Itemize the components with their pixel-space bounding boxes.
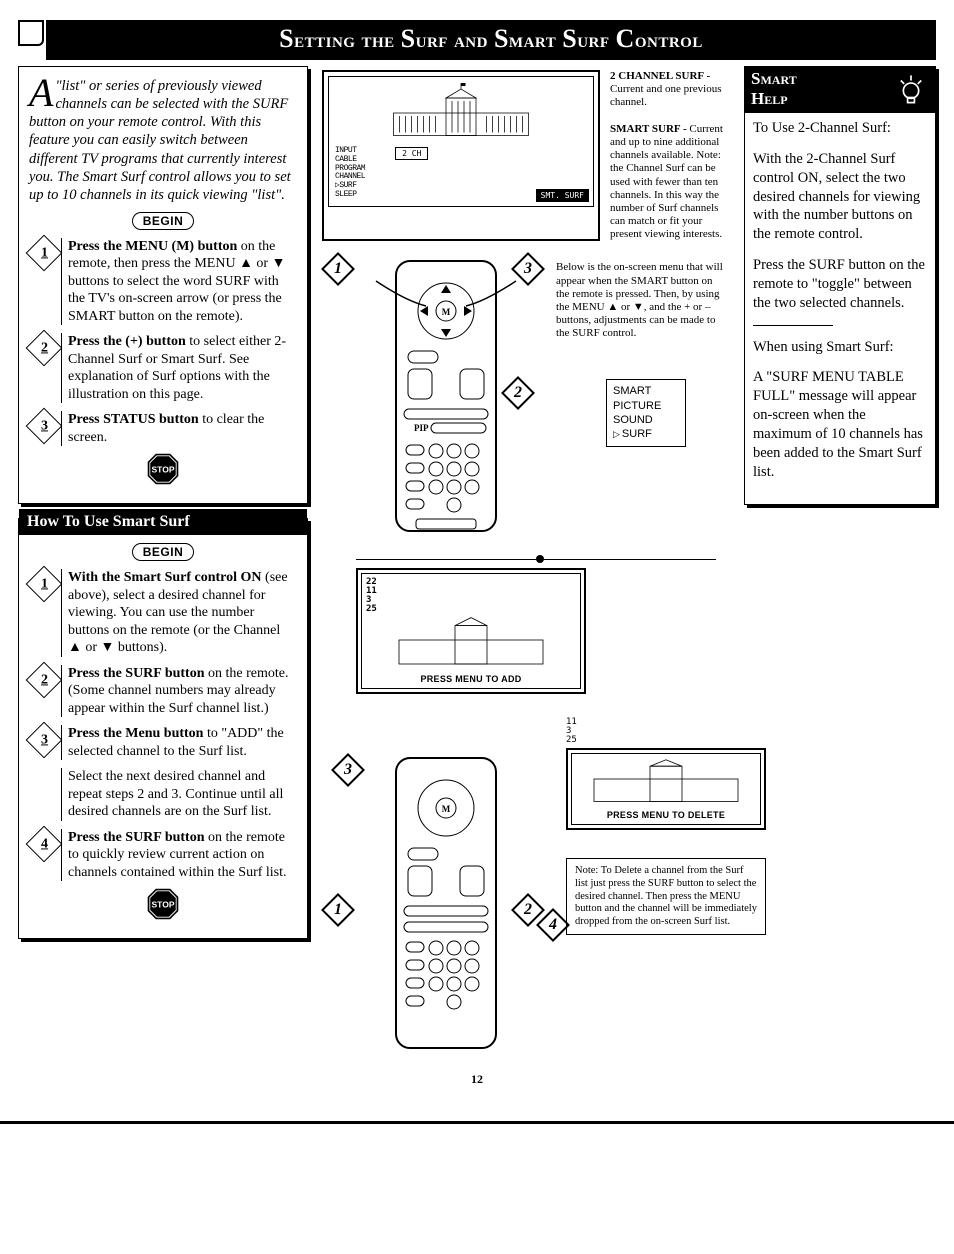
smart-surf-body: Current and up to nine additional channe… xyxy=(610,123,723,241)
surf-explanation: 2 CHANNEL SURF - Current and one previou… xyxy=(610,70,730,241)
smart-help-title-2: Help xyxy=(751,89,797,109)
step-body: Press STATUS button to clear the screen. xyxy=(61,411,297,446)
help-p2: With the 2-Channel Surf control ON, sele… xyxy=(753,150,927,244)
intro-text: A "list" or series of previously viewed … xyxy=(29,77,297,204)
add-label: PRESS MENU TO ADD xyxy=(366,674,576,684)
step-number-diamond: 1 xyxy=(26,566,63,603)
svg-text:PIP: PIP xyxy=(414,423,429,433)
help-p5: A "SURF MENU TABLE FULL" message will ap… xyxy=(753,368,927,481)
step-body: Press the MENU (M) button on the remote,… xyxy=(61,238,297,326)
two-ch-title: 2 CHANNEL SURF - xyxy=(610,70,710,82)
svg-text:STOP: STOP xyxy=(152,465,175,475)
delete-note: Note: To Delete a channel from the Surf … xyxy=(566,858,766,935)
remote-control-icon: M PIP xyxy=(356,251,536,541)
step: 2Press the SURF button on the remote. (S… xyxy=(29,665,297,718)
begin-pill-2: BEGIN xyxy=(132,543,195,561)
step-body: With the Smart Surf control ON (see abov… xyxy=(61,569,297,657)
two-ch-body: Current and one previous channel. xyxy=(610,83,722,108)
svg-text:STOP: STOP xyxy=(152,900,175,910)
step: 4Press the SURF button on the remote to … xyxy=(29,829,297,882)
intro-body: "list" or series of previously viewed ch… xyxy=(29,78,291,203)
intro-box: A "list" or series of previously viewed … xyxy=(18,66,308,504)
step: 1With the Smart Surf control ON (see abo… xyxy=(29,569,297,657)
whitehouse-icon xyxy=(586,758,746,808)
add-channel-list: 2211325 xyxy=(366,578,576,614)
divider xyxy=(753,325,833,326)
step-body: Press the Menu button to "ADD" the selec… xyxy=(61,725,297,760)
howto-box: How To Use Smart Surf BEGIN 1With the Sm… xyxy=(18,518,308,939)
callout-1: 1 xyxy=(321,252,355,286)
remote-illustration-1: 1 3 2 M xyxy=(316,251,736,551)
del-channel-float: 11325 xyxy=(566,718,577,745)
callout-4b: 4 xyxy=(536,908,570,942)
remote-control-icon: M xyxy=(356,748,536,1058)
step-body: Press the SURF button on the remote. (So… xyxy=(61,665,297,718)
step: 1Press the MENU (M) button on the remote… xyxy=(29,238,297,326)
osd-menu: INPUTCABLEPROGRAMCHANNEL▷SURFSLEEP xyxy=(335,147,365,200)
step-body: Press the (+) button to select either 2-… xyxy=(61,333,297,403)
tv-illustration-top: INPUTCABLEPROGRAMCHANNEL▷SURFSLEEP 2 CH … xyxy=(316,66,736,245)
stop-icon: STOP xyxy=(146,887,180,921)
step-body: Press the SURF button on the remote to q… xyxy=(61,829,297,882)
dropcap: A xyxy=(29,77,55,109)
svg-text:M: M xyxy=(442,804,451,814)
step-number-diamond: 3 xyxy=(26,722,63,759)
stop-icon: STOP xyxy=(146,452,180,486)
svg-text:M: M xyxy=(442,307,451,317)
add-tv-illustration: 2211325 PRESS MENU TO ADD xyxy=(316,568,736,748)
help-p1: To Use 2-Channel Surf: xyxy=(753,119,927,138)
step-number-diamond: 2 xyxy=(26,330,63,367)
del-label: PRESS MENU TO DELETE xyxy=(576,810,756,820)
help-p4: When using Smart Surf: xyxy=(753,338,927,357)
whitehouse-icon xyxy=(391,616,551,672)
osd-surf-mode: 2 CH xyxy=(395,147,428,160)
step-number-diamond: 3 xyxy=(26,408,63,445)
smart-help-title-1: Smart xyxy=(751,69,797,89)
lightbulb-icon xyxy=(893,72,929,106)
smart-menu-box: SMARTPICTURESOUNDSURF xyxy=(606,379,686,446)
callout-1b: 1 xyxy=(321,893,355,927)
page-title: Setting the Surf and Smart Surf Control xyxy=(46,20,936,60)
begin-pill: BEGIN xyxy=(132,212,195,230)
step-number-diamond: 4 xyxy=(26,825,63,862)
remote-illustration-2: 3 1 2 4 M xyxy=(316,748,736,1068)
page-number: 12 xyxy=(18,1072,936,1087)
smart-surf-title: SMART SURF - xyxy=(610,123,687,135)
step: 2Press the (+) button to select either 2… xyxy=(29,333,297,403)
smart-help-box: Smart Help To Use 2-Channe xyxy=(744,66,936,505)
step: 3Press STATUS button to clear the screen… xyxy=(29,411,297,446)
osd-badge: SMT. SURF xyxy=(536,189,589,202)
step: 3Press the Menu button to "ADD" the sele… xyxy=(29,725,297,760)
step-number-diamond: 1 xyxy=(26,234,63,271)
smart-help-header: Smart Help xyxy=(745,67,935,113)
howto-title: How To Use Smart Surf xyxy=(19,509,307,535)
step-body: Select the next desired channel and repe… xyxy=(61,768,297,821)
step: Select the next desired channel and repe… xyxy=(29,768,297,821)
help-p3: Press the SURF button on the remote to "… xyxy=(753,256,927,313)
whitehouse-icon xyxy=(386,83,536,143)
bottom-rule xyxy=(0,1121,954,1124)
mid-caption: Below is the on-screen menu that will ap… xyxy=(556,261,726,340)
step-number-diamond: 2 xyxy=(26,661,63,698)
section-checkbox xyxy=(18,20,44,46)
